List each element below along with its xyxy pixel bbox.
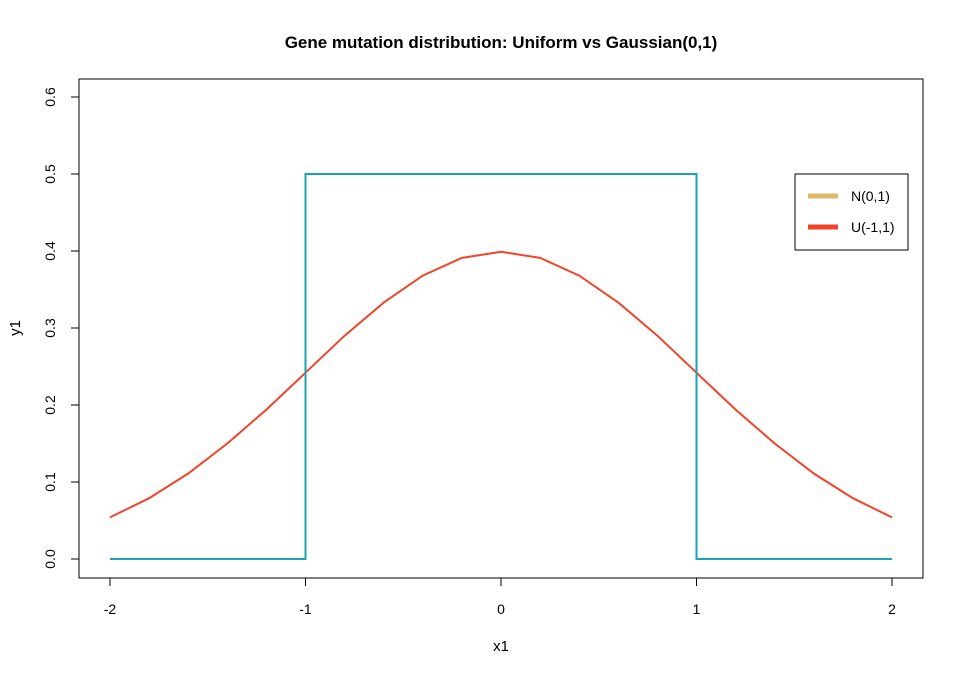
x-axis-title: x1: [493, 638, 509, 655]
legend-box: [794, 173, 909, 251]
y-axis-title: y1: [7, 320, 24, 336]
gaussian-curve: [109, 250, 893, 519]
y-tick-label: 0.6: [42, 87, 58, 107]
uniform-step-line: [110, 173, 892, 560]
y-tick-label: 0.4: [42, 241, 58, 261]
x-tick-label: -2: [104, 601, 117, 617]
x-tick-label: -1: [299, 601, 312, 617]
plot-area-frame: [78, 78, 924, 579]
y-tick-label: 0.0: [42, 549, 58, 569]
y-axis: 0.0 0.1 0.2 0.3 0.4 0.5 0.6: [42, 87, 80, 569]
y-tick-label: 0.3: [42, 318, 58, 338]
legend-label-u11: U(-1,1): [851, 219, 895, 235]
y-tick-label: 0.5: [42, 164, 58, 184]
y-tick-label: 0.2: [42, 395, 58, 415]
chart-title: Gene mutation distribution: Uniform vs G…: [285, 33, 718, 52]
x-tick-label: 1: [693, 601, 701, 617]
legend-label-n01: N(0,1): [851, 188, 890, 204]
legend: N(0,1) U(-1,1): [794, 173, 909, 251]
series-layer: [109, 173, 893, 560]
x-axis: -2 -1 0 1 2: [104, 577, 896, 617]
x-tick-label: 0: [497, 601, 505, 617]
y-tick-label: 0.1: [42, 472, 58, 492]
x-tick-label: 2: [888, 601, 896, 617]
